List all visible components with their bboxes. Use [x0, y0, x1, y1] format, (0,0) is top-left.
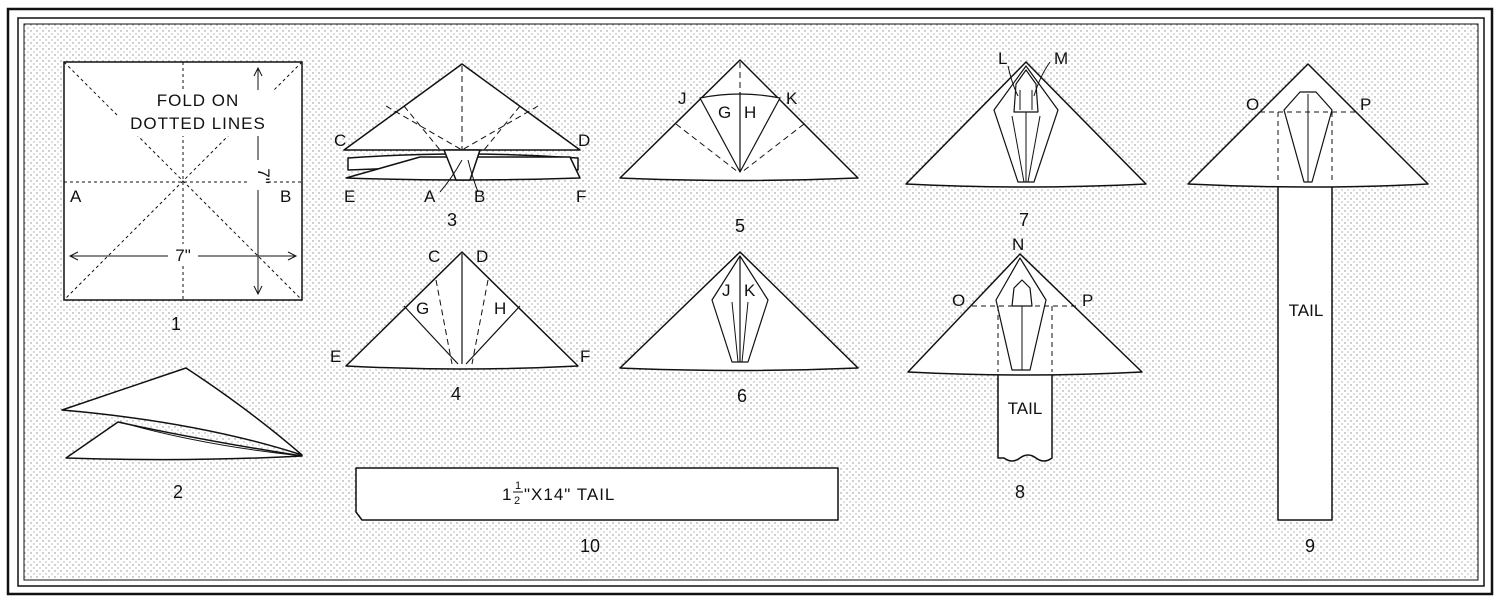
fig9-point-o: O: [1246, 95, 1259, 114]
fig4-point-g: G: [416, 299, 429, 318]
fig9-point-p: P: [1360, 95, 1371, 114]
fig5-point-j: J: [678, 89, 687, 108]
outer-border: [6, 7, 1494, 596]
figure-10-tail-strip: [355, 467, 839, 521]
fig1-title-backdrop: [118, 90, 278, 136]
fig1-width-label-backdrop: [168, 244, 198, 264]
fig1-height-dimension: 7": [254, 168, 273, 184]
figure-9: [1187, 63, 1429, 521]
fig5-point-h: H: [744, 103, 756, 122]
fig3-point-f: F: [576, 187, 586, 206]
fig7-point-m: M: [1054, 49, 1068, 68]
figure-2-folded-sheet: [61, 367, 303, 461]
fold-instruction-line1: FOLD ON: [157, 91, 240, 110]
figure-8: [907, 253, 1143, 462]
fig4-fold-lines: [435, 279, 489, 365]
fig3-point-b: B: [474, 187, 485, 206]
fig2-number: 2: [173, 482, 183, 502]
tail-size-fraction-denominator: 2: [514, 495, 520, 507]
fig3-point-c: C: [334, 131, 346, 150]
fig5-number: 5: [735, 216, 745, 236]
fig10-number: 10: [580, 536, 600, 556]
fig4-point-e: E: [330, 347, 341, 366]
fold-instruction-line2: DOTTED LINES: [130, 114, 266, 133]
figure-7: [905, 61, 1147, 188]
fig8-point-o: O: [952, 291, 965, 310]
fig8-number: 8: [1015, 482, 1025, 502]
fig5-point-k: K: [786, 89, 798, 108]
fig8-fold-lines: [972, 305, 1076, 372]
fig6-point-j: J: [722, 281, 731, 300]
fig4-point-h: H: [494, 299, 506, 318]
fig3-number: 3: [447, 210, 457, 230]
fig5-fold-lines: [675, 62, 805, 173]
fig1-height-label-backdrop: [248, 160, 268, 190]
fig1-width-dimension: 7": [175, 246, 191, 265]
fig3-leader-lines: [439, 159, 479, 193]
fig4-point-c: C: [428, 247, 440, 266]
fig3-point-e: E: [344, 187, 355, 206]
fig5-point-g: G: [718, 103, 731, 122]
fig7-point-l: L: [998, 49, 1007, 68]
figure-4: [345, 251, 579, 370]
fig1-point-b: B: [280, 187, 291, 206]
fig9-tail-label: TAIL: [1289, 301, 1324, 320]
fig9-fold-lines: [1260, 111, 1356, 184]
figure-5: [619, 59, 859, 182]
tail-size-whole: 1: [502, 485, 512, 504]
fig3-fold-lines: [385, 66, 539, 151]
fig1-number: 1: [171, 314, 181, 334]
fig8-tail-label: TAIL: [1008, 399, 1043, 418]
inner-border: [17, 17, 1485, 587]
fig1-point-a: A: [70, 187, 82, 206]
fig9-number: 9: [1305, 536, 1315, 556]
fig8-point-p: P: [1082, 291, 1093, 310]
tail-size-rest: "X14" TAIL: [524, 485, 615, 504]
fig4-number: 4: [451, 384, 461, 404]
fig6-point-k: K: [744, 281, 756, 300]
fig4-point-d: D: [476, 247, 488, 266]
fig8-point-n: N: [1012, 235, 1024, 254]
tail-size-fraction-numerator: 1: [515, 480, 521, 492]
fig3-point-d: D: [578, 131, 590, 150]
fig4-point-f: F: [580, 347, 590, 366]
fig3-point-a: A: [424, 187, 436, 206]
fig6-number: 6: [737, 386, 747, 406]
fig7-number: 7: [1019, 210, 1029, 230]
fig7-leader-lines: [1007, 61, 1051, 97]
figure-6: [619, 251, 859, 372]
